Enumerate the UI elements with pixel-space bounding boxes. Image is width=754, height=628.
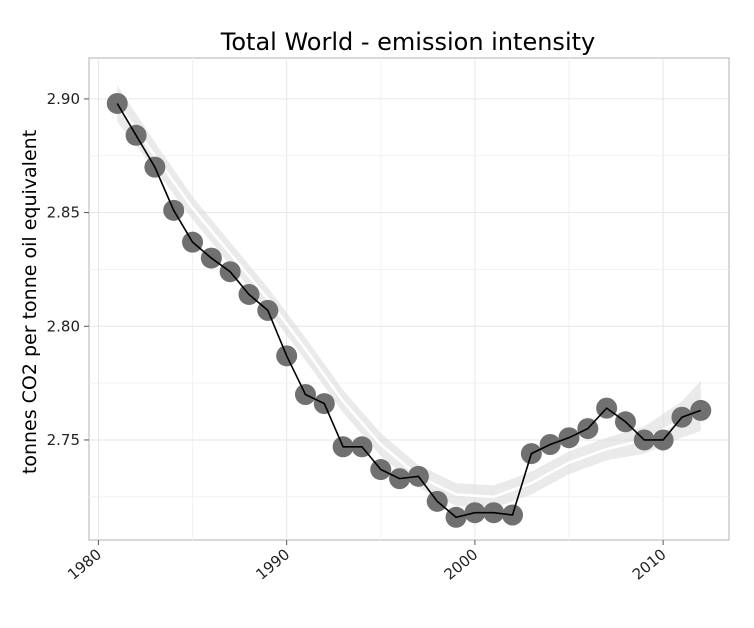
y-tick-label: 2.80 xyxy=(47,317,80,335)
x-axis-ticks: 1980 1990 2000 2010 xyxy=(64,540,670,584)
y-tick-label: 2.85 xyxy=(47,204,80,222)
series-line xyxy=(116,103,702,519)
y-tick-label: 2.75 xyxy=(47,431,80,449)
x-tick-label: 1990 xyxy=(252,545,293,583)
chart-title: Total World - emission intensity xyxy=(220,28,595,56)
x-tick-label: 2000 xyxy=(441,545,482,583)
x-tick-label: 2010 xyxy=(629,545,670,583)
data-line xyxy=(116,103,702,519)
y-tick-label: 2.90 xyxy=(47,90,80,108)
x-tick-label: 1980 xyxy=(64,545,105,583)
y-axis-label: tonnes CO2 per tonne oil equivalent xyxy=(19,130,41,474)
y-axis-ticks: 2.75 2.80 2.85 2.90 xyxy=(47,90,89,449)
